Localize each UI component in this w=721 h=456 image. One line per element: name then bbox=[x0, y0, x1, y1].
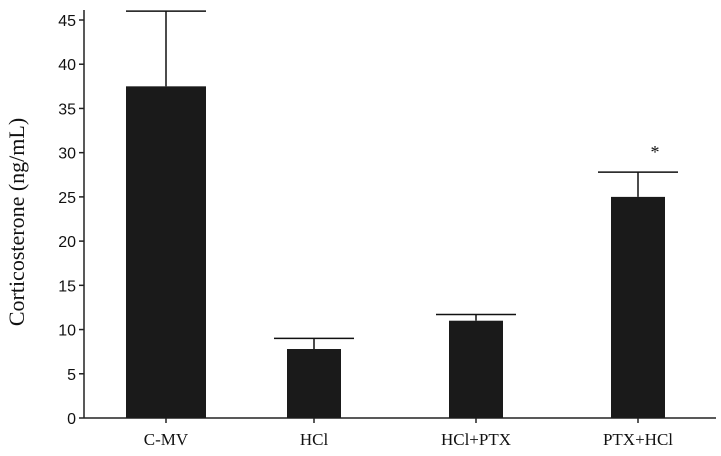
y-tick-label: 30 bbox=[58, 146, 76, 163]
y-tick-label: 10 bbox=[58, 323, 76, 340]
y-tick-label: 45 bbox=[58, 13, 76, 30]
x-tick-label: C-MV bbox=[144, 430, 189, 449]
y-tick-label: 25 bbox=[58, 190, 76, 207]
bar bbox=[126, 86, 206, 418]
x-tick-label: PTX+HCl bbox=[603, 430, 673, 449]
y-tick-label: 35 bbox=[58, 101, 76, 118]
bar bbox=[611, 196, 665, 418]
annotation: * bbox=[651, 142, 660, 162]
y-tick-label: 5 bbox=[67, 367, 76, 384]
y-tick-label: 20 bbox=[58, 234, 76, 251]
x-tick-label: HCl bbox=[300, 430, 329, 449]
bar bbox=[449, 320, 503, 418]
y-tick-label: 40 bbox=[58, 57, 76, 74]
y-tick-label: 0 bbox=[67, 411, 76, 428]
y-axis-label: Corticosterone (ng/mL) bbox=[4, 118, 29, 326]
bar bbox=[287, 349, 341, 418]
x-tick-label: HCl+PTX bbox=[441, 430, 511, 449]
y-tick-label: 15 bbox=[58, 278, 76, 295]
